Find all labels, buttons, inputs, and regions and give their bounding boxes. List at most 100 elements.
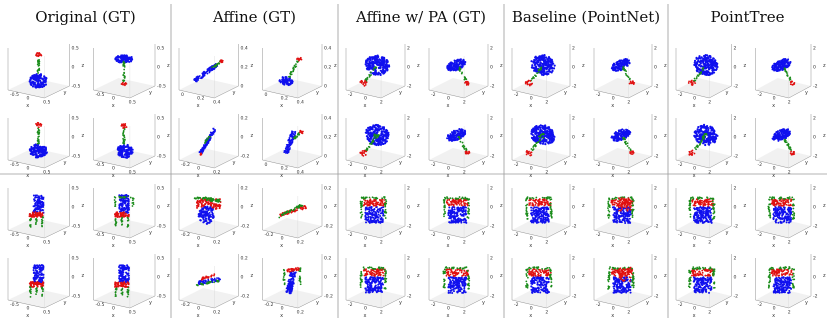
- x-tick-label: 0: [773, 166, 776, 172]
- scatter-panel: 2 0 -2 z -2 0 2 x y: [755, 114, 826, 179]
- axes-frame: 0.5 0 -0.5 z -0.5 0 0.5 x y: [93, 114, 170, 179]
- z-tick-label: 0: [407, 135, 410, 141]
- z-tick-label: 0: [572, 135, 575, 141]
- x-axis-label: x: [529, 313, 532, 319]
- z-tick-label: -2: [813, 294, 818, 300]
- z-tick-label: 2: [490, 116, 493, 122]
- z-axis-label: z: [334, 273, 337, 279]
- axes-frame: 0.2 0 -0.2 z -0.2 0 0.2 x y: [178, 114, 254, 179]
- y-axis-label: y: [726, 300, 729, 306]
- z-axis-label: z: [82, 133, 85, 139]
- y-axis-label: y: [316, 300, 319, 306]
- z-tick-label: 2: [572, 186, 575, 192]
- axes-frame: 2 0 -2 z -2 0 2 x y: [675, 254, 747, 319]
- point-cloud: [114, 264, 130, 298]
- x-tick-label: 0: [112, 96, 115, 102]
- x-tick-label: 2: [380, 169, 383, 175]
- z-tick-label: -2: [490, 84, 495, 90]
- z-tick-label: 0.5: [157, 186, 164, 192]
- x-tick-label: -0.2: [181, 162, 190, 168]
- x-axis-label: x: [529, 243, 532, 249]
- z-tick-label: 2: [654, 186, 657, 192]
- x-tick-label: 0: [197, 306, 200, 312]
- x-tick-label: 2: [708, 169, 711, 175]
- z-tick-label: 0: [813, 65, 816, 71]
- z-axis-label: z: [417, 63, 420, 69]
- x-tick-label: 0.5: [43, 99, 50, 105]
- y-axis-label: y: [233, 160, 236, 166]
- z-tick-label: -2: [490, 224, 495, 230]
- x-tick-label: -0.5: [10, 92, 19, 98]
- x-axis-label: x: [693, 313, 696, 319]
- z-tick-label: 2: [654, 46, 657, 52]
- x-axis-label: x: [112, 103, 115, 109]
- z-axis-label: z: [167, 203, 170, 209]
- x-tick-label: 2: [627, 239, 630, 245]
- point-cloud: [193, 196, 222, 225]
- x-tick-label: 2: [788, 169, 791, 175]
- z-tick-label: 2: [813, 116, 816, 122]
- axes-frame: 0.2 0 -0.2 z -0.2 0 0.2 x y: [262, 184, 337, 249]
- scatter-panel: 2 0 -2 z -2 0 2 x y: [593, 254, 667, 319]
- point-cloud: [687, 54, 719, 86]
- z-tick-label: 2: [654, 116, 657, 122]
- z-tick-label: 0.5: [157, 46, 164, 52]
- y-axis-label: y: [399, 160, 402, 166]
- scatter-panel: 0.2 0 -0.2 z -0.2 0 0.2 x y: [178, 114, 254, 179]
- x-tick-label: 0.2: [213, 309, 220, 315]
- z-tick-label: -2: [572, 84, 577, 90]
- x-tick-label: 0: [364, 306, 367, 312]
- axes-frame: 2 0 -2 z -2 0 2 x y: [593, 44, 667, 109]
- scatter-panel: 2 0 -2 z -2 0 2 x y: [511, 44, 585, 109]
- z-axis-label: z: [167, 273, 170, 279]
- z-tick-label: -2: [654, 154, 659, 160]
- y-axis-label: y: [805, 90, 808, 96]
- axes-frame: 0.5 0 -0.5 z -0.5 0 0.5 x y: [93, 254, 170, 319]
- z-tick-label: -2: [490, 154, 495, 160]
- axes-frame: 2 0 -2 z -2 0 2 x y: [593, 254, 667, 319]
- y-axis-label: y: [482, 160, 485, 166]
- x-axis-label: x: [197, 313, 200, 319]
- z-tick-label: 0.4: [324, 46, 331, 52]
- z-tick-label: 2: [572, 116, 575, 122]
- z-tick-label: 0: [407, 205, 410, 211]
- x-tick-label: 2: [545, 309, 548, 315]
- z-tick-label: 0: [241, 84, 244, 90]
- point-cloud: [688, 196, 716, 224]
- z-tick-label: 0: [407, 65, 410, 71]
- scatter-panel: 2 0 -2 z -2 0 2 x y: [345, 254, 420, 319]
- z-tick-label: 2: [572, 256, 575, 262]
- x-tick-label: 2: [463, 99, 466, 105]
- point-cloud: [116, 122, 134, 159]
- z-axis-label: z: [251, 203, 254, 209]
- point-cloud: [607, 196, 635, 224]
- z-tick-label: 0: [157, 275, 160, 281]
- z-tick-label: -2: [813, 224, 818, 230]
- x-tick-label: -2: [348, 162, 353, 168]
- x-tick-label: 2: [708, 239, 711, 245]
- x-axis-label: x: [26, 243, 29, 249]
- x-tick-label: 0.2: [281, 166, 288, 172]
- z-axis-label: z: [500, 133, 503, 139]
- axes-frame: 0.2 0 -0.2 z -0.2 0 0.2 x y: [262, 254, 337, 319]
- z-tick-label: -0.5: [72, 154, 81, 160]
- y-axis-label: y: [64, 90, 67, 96]
- x-tick-label: 0: [530, 166, 533, 172]
- point-cloud: [359, 196, 388, 224]
- x-axis-label: x: [112, 243, 115, 249]
- z-axis-label: z: [500, 203, 503, 209]
- y-axis-label: y: [316, 90, 319, 96]
- z-tick-label: 0.2: [324, 186, 331, 192]
- x-axis-label: x: [280, 173, 283, 179]
- x-axis-label: x: [197, 103, 200, 109]
- x-tick-label: 2: [380, 239, 383, 245]
- z-axis-label: z: [417, 133, 420, 139]
- z-tick-label: -0.5: [157, 84, 166, 90]
- y-axis-label: y: [149, 160, 152, 166]
- z-axis-label: z: [334, 203, 337, 209]
- z-tick-label: 0.2: [241, 186, 248, 192]
- scatter-panel: 0.4 0.2 0 z 0 0.2 0.4 x y: [262, 44, 337, 109]
- z-tick-label: -0.5: [157, 294, 166, 300]
- x-tick-label: 0: [27, 306, 30, 312]
